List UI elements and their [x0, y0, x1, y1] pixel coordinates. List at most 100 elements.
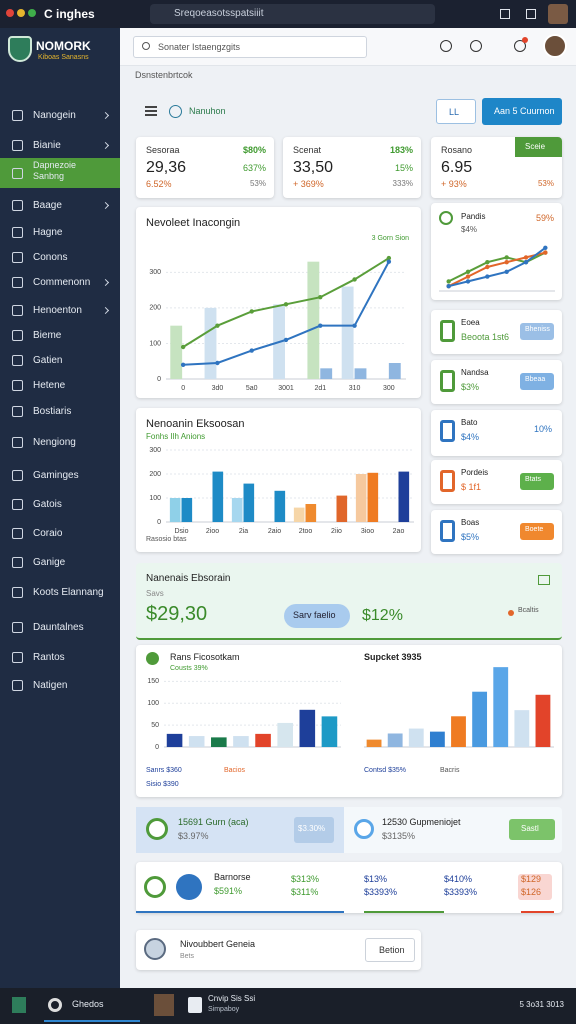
- chart: 0 100 200 300 0 3d0 5a0 3001 2d1 310 300: [149, 255, 406, 392]
- menu-item[interactable]: Gatois: [33, 499, 62, 510]
- footer-subtitle: Bets: [180, 953, 195, 960]
- button-text: Bbeaa: [525, 376, 546, 383]
- side-card: Nandsa $3% Bbeaa: [431, 360, 562, 404]
- menu-item[interactable]: Gatien: [33, 355, 63, 366]
- button[interactable]: Sarv faelio: [284, 604, 350, 628]
- window-button[interactable]: [526, 9, 536, 19]
- menu-item[interactable]: Dapnezoie Sanbng: [33, 160, 77, 181]
- menu-item[interactable]: Natigen: [33, 680, 68, 691]
- window-dot: [6, 9, 14, 17]
- search-box[interactable]: Sonater Istaengzgits: [133, 36, 367, 58]
- stat-sub: + 369%: [293, 179, 324, 189]
- bar: [341, 286, 354, 379]
- promo-value: $3135%: [382, 831, 416, 841]
- menu-item[interactable]: Gaminges: [33, 470, 79, 481]
- menu-icon: [12, 200, 23, 211]
- menu-icon: [12, 557, 23, 568]
- chart-footer: Sanrs $360: [146, 767, 182, 774]
- metric-value: $591%: [214, 886, 243, 896]
- stat-change: 183%: [389, 145, 413, 155]
- notification-dot: [522, 37, 528, 43]
- search-text: Sonater Istaengzgits: [158, 42, 241, 52]
- menu-item[interactable]: Bianie: [33, 140, 61, 151]
- header-icon[interactable]: [440, 40, 452, 52]
- taskbar-underline: [44, 1020, 140, 1022]
- taskbar-avatar[interactable]: [154, 994, 174, 1016]
- button[interactable]: LL: [436, 99, 476, 124]
- menu-item[interactable]: Bieme: [33, 330, 62, 341]
- menu-item[interactable]: Rantos: [33, 652, 65, 663]
- menu-icon: [12, 252, 23, 263]
- bar: [398, 471, 410, 522]
- logo: NOMORK: [36, 39, 91, 53]
- menu-icon: [12, 305, 23, 316]
- menu-item[interactable]: Hetene: [33, 380, 66, 391]
- summary-change: $12%: [362, 607, 403, 624]
- taskbar-icon[interactable]: [48, 998, 62, 1012]
- side-card: Eoea Beoota 1st6 Bheniss: [431, 310, 562, 354]
- menu-icon: [12, 622, 23, 633]
- menu-item[interactable]: Coraio: [33, 528, 63, 539]
- button[interactable]: Btats: [520, 473, 554, 490]
- side-card: Boas $5% Boete: [431, 510, 562, 554]
- bar: [211, 737, 227, 747]
- menu-item[interactable]: Commenonn: [33, 277, 91, 288]
- bar: [255, 733, 271, 747]
- menu-item[interactable]: Conons: [33, 252, 68, 263]
- point: [543, 250, 548, 255]
- search-icon: [142, 42, 150, 50]
- promo-title: 12530 Gupmeniojet: [382, 817, 461, 827]
- point: [386, 259, 392, 264]
- menu-lines: [145, 114, 157, 116]
- bar: [212, 471, 224, 522]
- promo-left: 15691 Gurn (aca) $3.97% $3.30%: [136, 807, 344, 853]
- stat-sub-2: 53%: [537, 179, 554, 188]
- bar: [170, 325, 183, 379]
- header-icon[interactable]: [514, 40, 526, 52]
- point: [523, 260, 529, 265]
- start-icon[interactable]: [12, 997, 26, 1013]
- point: [283, 337, 289, 343]
- taskbar: Ghedos Cnvip Sis Ssi Simpaboy 5 3o31 3013: [0, 988, 576, 1024]
- menu-item[interactable]: Nanogein: [33, 110, 76, 121]
- menu-item[interactable]: Henoenton: [33, 305, 82, 316]
- button[interactable]: Boete: [520, 523, 554, 540]
- window-button[interactable]: [500, 9, 510, 19]
- side-card-sub: $ 1f1: [461, 482, 482, 492]
- chart-legend: 3 Gorn Sion: [371, 235, 409, 242]
- taskbar-icon[interactable]: [188, 997, 202, 1013]
- stat-card: Scenat 183% 33,50 15% + 369% 333%: [283, 137, 421, 198]
- button[interactable]: Aan 5 Cuurnon: [482, 98, 562, 125]
- stat-sub-2: 53%: [249, 179, 266, 188]
- x-tick-label: 3ioo: [361, 528, 374, 535]
- button[interactable]: Bbeaa: [520, 373, 554, 390]
- menu-item[interactable]: Hagne: [33, 227, 63, 238]
- button[interactable]: Bheniss: [520, 323, 554, 340]
- button-text: Betion: [379, 945, 405, 955]
- bar: [204, 307, 217, 379]
- logo-sub: Kiboas Sanasns: [38, 54, 89, 61]
- window-dot: [28, 9, 36, 17]
- window-dot: [17, 9, 25, 17]
- menu-item[interactable]: Koots Elannang: [33, 587, 104, 598]
- button[interactable]: Sceie: [515, 137, 562, 157]
- button[interactable]: Sastl: [509, 819, 555, 840]
- menu-item[interactable]: Bostiaris: [33, 406, 72, 417]
- button[interactable]: Betion: [365, 938, 415, 962]
- metric-underline: [136, 911, 214, 913]
- line: [448, 246, 546, 288]
- menu-item[interactable]: Dauntalnes: [33, 622, 84, 633]
- menu-icon: [12, 355, 23, 366]
- bar: [293, 507, 305, 522]
- metric-title: Barnorse: [214, 872, 251, 882]
- menu-item[interactable]: Baage: [33, 200, 62, 211]
- url-bar[interactable]: Sreqoeasotsspatsiiit: [150, 4, 435, 24]
- url-text: Sreqoeasotsspatsiiit: [174, 8, 264, 19]
- point: [386, 255, 392, 261]
- bar: [277, 722, 293, 747]
- menu-item[interactable]: Nengiong: [33, 437, 76, 448]
- menu-item[interactable]: Ganige: [33, 557, 66, 568]
- header-icon[interactable]: [470, 40, 482, 52]
- promo-icon: [146, 818, 168, 840]
- menu-lines: [145, 110, 157, 112]
